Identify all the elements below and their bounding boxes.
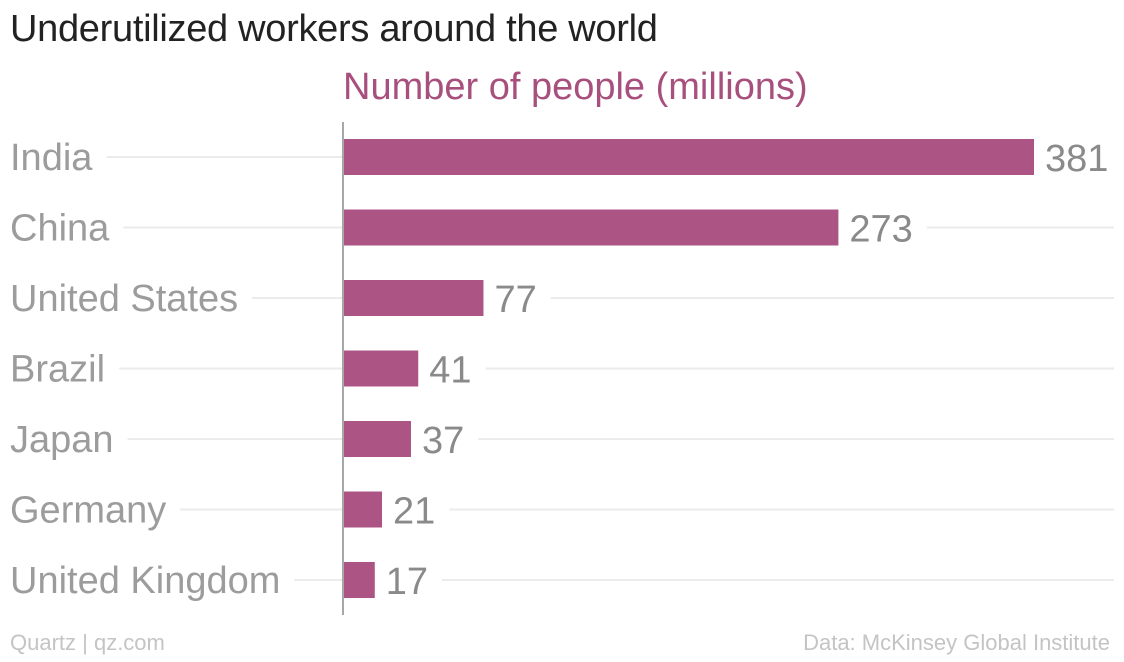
category-label: Germany xyxy=(10,490,166,532)
category-label: India xyxy=(10,137,93,179)
value-label: 37 xyxy=(422,420,464,462)
bar-germany xyxy=(344,491,383,528)
gridlines xyxy=(106,156,1114,581)
bars xyxy=(344,139,1034,598)
value-label: 41 xyxy=(429,350,471,392)
value-label: 273 xyxy=(849,209,912,251)
footer-source-left: Quartz | qz.com xyxy=(10,630,165,655)
category-label: Japan xyxy=(10,419,114,461)
bar-china xyxy=(344,209,839,246)
chart-subtitle: Number of people (millions) xyxy=(343,66,808,108)
bar-united-states xyxy=(344,280,484,316)
value-label: 381 xyxy=(1045,138,1108,180)
chart-title: Underutilized workers around the world xyxy=(10,8,658,50)
value-labels: 381 273 77 41 37 21 17 xyxy=(386,138,1109,603)
category-label: United States xyxy=(10,278,238,320)
bar-united-kingdom xyxy=(344,562,375,598)
category-labels: India China United States Brazil Japan German… xyxy=(10,137,280,602)
category-label: United Kingdom xyxy=(10,560,280,602)
category-label: China xyxy=(10,208,110,250)
category-label: Brazil xyxy=(10,349,105,391)
value-label: 21 xyxy=(393,491,435,533)
value-label: 77 xyxy=(494,279,536,321)
bar-india xyxy=(344,139,1034,175)
bar-brazil xyxy=(344,350,419,387)
bar-japan xyxy=(344,421,412,457)
footer-source-right: Data: McKinsey Global Institute xyxy=(803,630,1110,655)
value-label: 17 xyxy=(386,561,428,603)
